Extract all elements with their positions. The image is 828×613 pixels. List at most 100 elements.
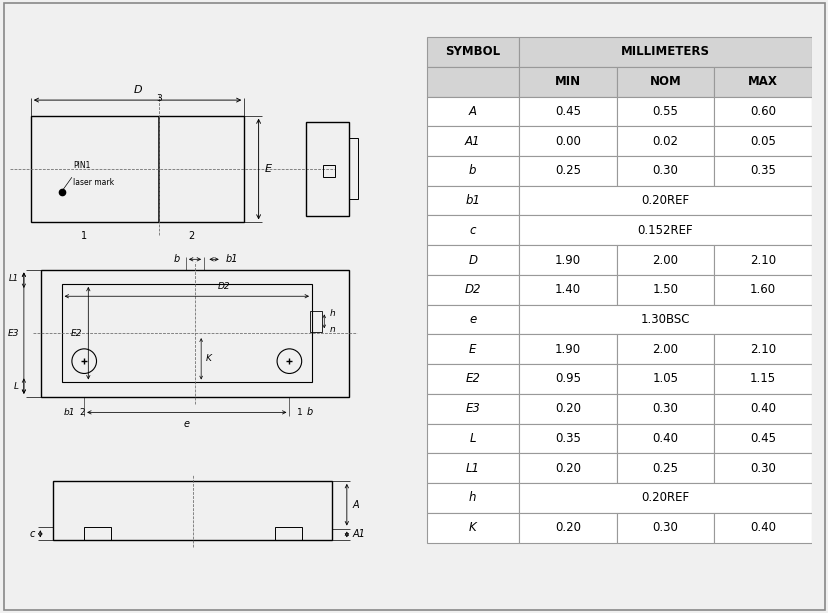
Text: L: L bbox=[469, 432, 475, 445]
Text: 0.40: 0.40 bbox=[749, 402, 775, 415]
Bar bbox=[518, 216, 811, 245]
Bar bbox=[426, 454, 518, 483]
Text: 0.95: 0.95 bbox=[554, 373, 580, 386]
Bar bbox=[426, 483, 518, 512]
Text: D2: D2 bbox=[464, 283, 480, 296]
Bar bbox=[323, 165, 335, 177]
Text: h: h bbox=[330, 310, 335, 319]
Bar bbox=[53, 481, 332, 541]
Text: 2.00: 2.00 bbox=[652, 254, 678, 267]
Bar bbox=[426, 275, 518, 305]
Text: 2.10: 2.10 bbox=[749, 343, 775, 356]
Text: 1.60: 1.60 bbox=[749, 283, 775, 296]
Text: 1.50: 1.50 bbox=[652, 283, 678, 296]
Text: 3: 3 bbox=[156, 94, 161, 102]
Bar bbox=[714, 275, 811, 305]
Text: 0.25: 0.25 bbox=[554, 164, 580, 177]
Bar bbox=[714, 424, 811, 454]
Text: 1.90: 1.90 bbox=[554, 343, 580, 356]
Text: 0.60: 0.60 bbox=[749, 105, 775, 118]
Bar bbox=[426, 424, 518, 454]
Text: E2: E2 bbox=[70, 329, 82, 338]
Bar bbox=[426, 245, 518, 275]
Text: b1: b1 bbox=[225, 254, 238, 264]
Text: b1: b1 bbox=[64, 408, 75, 417]
Bar bbox=[426, 156, 518, 186]
Bar bbox=[426, 216, 518, 245]
Text: n: n bbox=[330, 325, 335, 334]
Text: 0.00: 0.00 bbox=[554, 135, 580, 148]
Bar bbox=[714, 67, 811, 96]
Text: 2: 2 bbox=[79, 408, 84, 417]
Bar bbox=[310, 311, 322, 332]
Text: 1: 1 bbox=[296, 408, 302, 417]
Bar bbox=[616, 454, 714, 483]
Bar bbox=[426, 96, 518, 126]
Bar bbox=[714, 394, 811, 424]
Bar bbox=[426, 305, 518, 335]
Text: MIN: MIN bbox=[554, 75, 580, 88]
Text: A1: A1 bbox=[465, 135, 480, 148]
Text: 0.05: 0.05 bbox=[749, 135, 775, 148]
Text: 1.90: 1.90 bbox=[554, 254, 580, 267]
Bar bbox=[518, 424, 616, 454]
Text: PIN1: PIN1 bbox=[73, 161, 90, 170]
Text: 0.35: 0.35 bbox=[554, 432, 580, 445]
Bar bbox=[714, 245, 811, 275]
Text: c: c bbox=[30, 529, 36, 539]
Bar bbox=[518, 67, 616, 96]
Bar bbox=[518, 96, 616, 126]
Text: b: b bbox=[469, 164, 476, 177]
Text: 0.55: 0.55 bbox=[652, 105, 677, 118]
Bar bbox=[518, 126, 616, 156]
Text: laser mark: laser mark bbox=[73, 178, 114, 188]
Bar bbox=[714, 364, 811, 394]
Bar bbox=[714, 96, 811, 126]
Text: D: D bbox=[468, 254, 477, 267]
Text: 0.152REF: 0.152REF bbox=[637, 224, 692, 237]
Text: 0.35: 0.35 bbox=[749, 164, 775, 177]
Text: c: c bbox=[469, 224, 475, 237]
Text: SYMBOL: SYMBOL bbox=[445, 45, 500, 58]
Bar bbox=[518, 156, 616, 186]
Text: E: E bbox=[264, 164, 271, 174]
Text: 1.30BSC: 1.30BSC bbox=[640, 313, 690, 326]
Bar bbox=[518, 275, 616, 305]
Bar bbox=[616, 96, 714, 126]
Bar bbox=[616, 512, 714, 543]
Text: A: A bbox=[468, 105, 476, 118]
Bar bbox=[41, 270, 349, 397]
Text: 0.25: 0.25 bbox=[652, 462, 678, 474]
Text: 1.05: 1.05 bbox=[652, 373, 678, 386]
Bar bbox=[616, 424, 714, 454]
Text: 0.40: 0.40 bbox=[652, 432, 678, 445]
Bar bbox=[518, 305, 811, 335]
Text: 0.30: 0.30 bbox=[749, 462, 775, 474]
Text: E2: E2 bbox=[465, 373, 479, 386]
Bar bbox=[61, 284, 311, 383]
Text: L1: L1 bbox=[465, 462, 479, 474]
Bar bbox=[426, 37, 518, 67]
Text: 0.30: 0.30 bbox=[652, 164, 677, 177]
Bar bbox=[518, 512, 616, 543]
Text: h: h bbox=[469, 492, 476, 504]
Text: E3: E3 bbox=[465, 402, 479, 415]
Bar bbox=[616, 126, 714, 156]
Bar bbox=[518, 245, 616, 275]
Bar bbox=[616, 394, 714, 424]
Bar bbox=[714, 126, 811, 156]
Text: 0.30: 0.30 bbox=[652, 402, 677, 415]
Text: E: E bbox=[469, 343, 476, 356]
Bar bbox=[518, 483, 811, 512]
Bar bbox=[426, 394, 518, 424]
Text: MILLIMETERS: MILLIMETERS bbox=[620, 45, 710, 58]
Bar bbox=[518, 37, 811, 67]
Bar bbox=[31, 116, 244, 223]
Text: 0.45: 0.45 bbox=[554, 105, 580, 118]
Text: b1: b1 bbox=[465, 194, 479, 207]
Text: D2: D2 bbox=[218, 282, 230, 291]
Text: K: K bbox=[469, 521, 476, 534]
Text: K: K bbox=[206, 354, 212, 364]
Text: 0.20: 0.20 bbox=[554, 402, 580, 415]
Text: b: b bbox=[173, 254, 180, 264]
